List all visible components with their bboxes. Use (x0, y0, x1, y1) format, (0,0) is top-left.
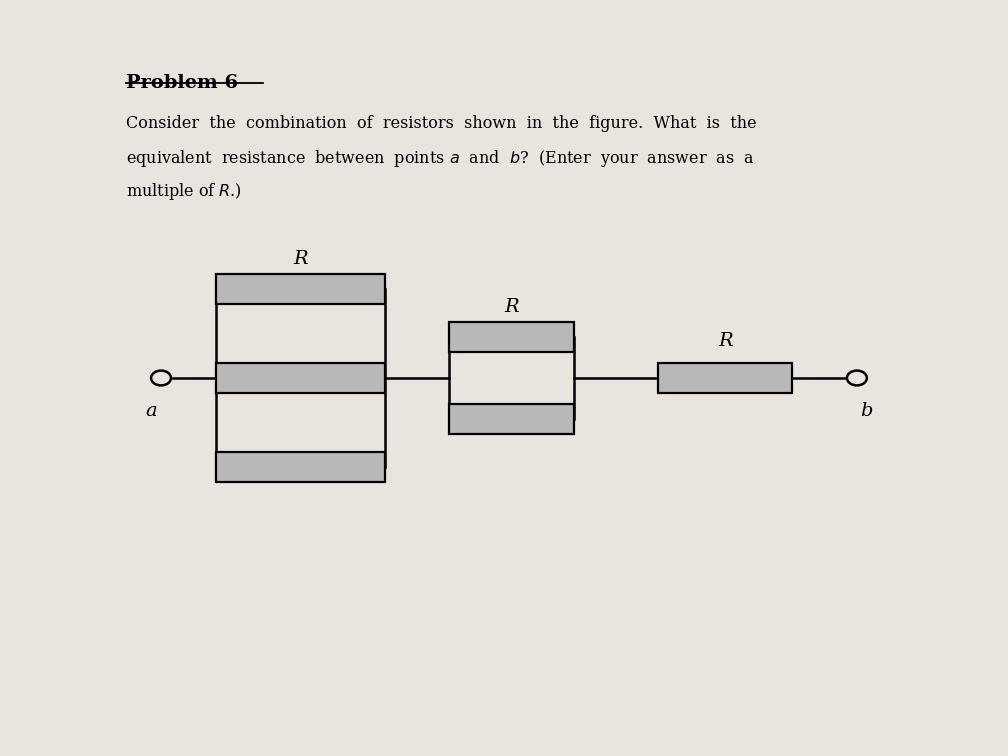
Text: R: R (293, 250, 307, 268)
Bar (450, 322, 574, 352)
Bar (216, 274, 385, 304)
Text: multiple of $R$.): multiple of $R$.) (126, 181, 242, 203)
Text: a: a (145, 401, 157, 420)
Text: R: R (718, 332, 733, 350)
Bar (216, 363, 385, 393)
Text: Problem 6: Problem 6 (126, 74, 238, 91)
Bar (658, 363, 792, 393)
Text: equivalent  resistance  between  points $a$  and  $b$?  (Enter  your  answer  as: equivalent resistance between points $a$… (126, 148, 755, 169)
Bar (216, 452, 385, 482)
Text: R: R (504, 299, 519, 317)
Bar (450, 404, 574, 434)
Text: Consider  the  combination  of  resistors  shown  in  the  figure.  What  is  th: Consider the combination of resistors sh… (126, 115, 757, 132)
Text: b: b (861, 401, 873, 420)
